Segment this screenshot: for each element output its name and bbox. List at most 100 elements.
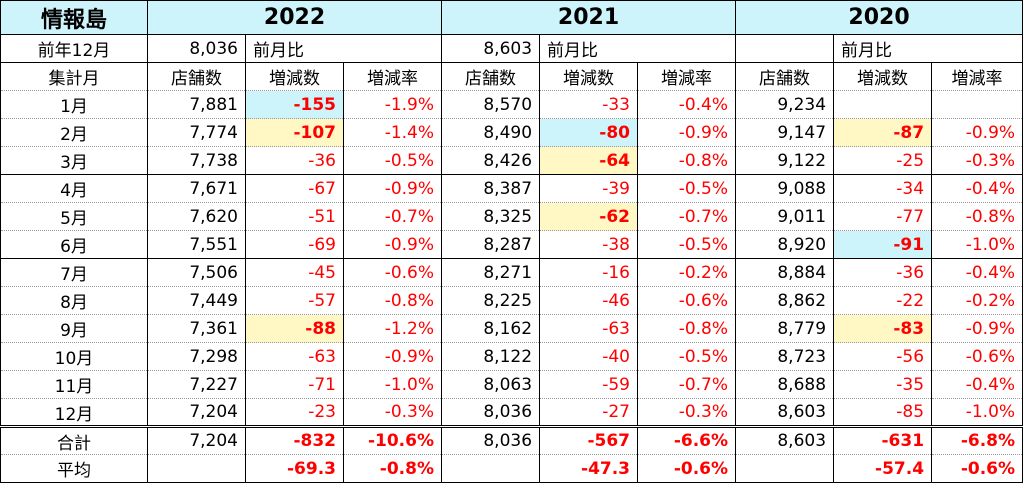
stores-2021: 8,036 [441,398,541,427]
year-header-row: 情報島 2022 2021 2020 [0,0,1024,35]
rate-2020: -1.0% [931,398,1024,427]
table-row: 9月 7,361 -88 -1.2% 8,162 -63 -0.8% 8,779 -83 -0.9… [0,314,1024,343]
stores-2022: 7,361 [147,314,246,343]
month-label: 11月 [0,370,148,399]
stores-2022: 7,774 [147,118,246,147]
month-label: 8月 [0,286,148,315]
rate-2020: -0.2% [931,286,1024,315]
change-2021: -38 [539,230,639,259]
rate-2022: -1.9% [342,90,443,119]
month-label: 5月 [0,202,148,231]
table-row: 4月 7,671 -67 -0.9% 8,387 -39 -0.5% 9,088 -34 -0.4… [0,174,1024,203]
stores-2020: 9,234 [735,90,835,119]
table-row: 6月 7,551 -69 -0.9% 8,287 -38 -0.5% 8,920 -91 -1.0… [0,230,1024,259]
stores-2020: 8,723 [735,342,835,371]
change-2022: -155 [245,90,344,119]
col-header-stores: 店舗数 [441,62,541,91]
stores-2022: 7,620 [147,202,246,231]
stores-2022: 7,881 [147,90,246,119]
total-rate-2021: -6.6% [637,425,737,455]
stores-2020: 9,147 [735,118,835,147]
prev-dec-note-2022: 前月比 [244,34,443,63]
rate-2021: -0.6% [637,286,737,315]
stores-2021: 8,570 [441,90,541,119]
col-header-change: 増減数 [245,62,344,91]
rate-2020: -0.4% [931,258,1024,287]
change-2020: -36 [833,258,933,287]
change-2020: -34 [833,174,933,203]
stores-2022: 7,551 [147,230,246,259]
change-2020 [833,90,933,119]
month-label: 6月 [0,230,148,259]
average-empty-2022 [147,454,246,483]
total-change-2020: -631 [833,425,933,455]
change-2020: -35 [833,370,933,399]
total-rate-2020: -6.8% [931,425,1024,455]
change-2021: -80 [539,118,639,147]
change-2022: -71 [245,370,344,399]
rate-2022: -0.9% [342,230,443,259]
total-row: 合計 7,204 -832 -10.6% 8,036 -567 -6.6% 8,… [0,425,1024,455]
month-label: 12月 [0,398,148,427]
average-empty-2021 [441,454,541,483]
month-label: 10月 [0,342,148,371]
table-title: 情報島 [0,0,148,35]
change-2020: -22 [833,286,933,315]
month-label: 1月 [0,90,148,119]
stores-2021: 8,426 [441,146,541,175]
col-header-rate: 増減率 [342,62,443,91]
average-empty-2020 [735,454,835,483]
change-2021: -59 [539,370,639,399]
total-stores-2022: 7,204 [147,425,246,455]
month-label: 2月 [0,118,148,147]
rate-2020: -0.4% [931,174,1024,203]
rate-2021: -0.3% [637,398,737,427]
month-rows: 1月 7,881 -155 -1.9% 8,570 -33 -0.4% 9,234 2月 7,77… [0,90,1024,427]
month-label: 3月 [0,146,148,175]
rate-2022: -0.8% [342,286,443,315]
rate-2020: -0.4% [931,370,1024,399]
change-2022: -88 [245,314,344,343]
stores-2022: 7,227 [147,370,246,399]
stores-2022: 7,738 [147,146,246,175]
rate-2020: -0.9% [931,314,1024,343]
stores-2022: 7,449 [147,286,246,315]
change-2022: -57 [245,286,344,315]
prev-dec-row: 前年12月 8,036 前月比 8,603 前月比 前月比 [0,34,1024,63]
rate-2020 [931,90,1024,119]
table-row: 1月 7,881 -155 -1.9% 8,570 -33 -0.4% 9,234 [0,90,1024,119]
month-label: 7月 [0,258,148,287]
change-2020: -85 [833,398,933,427]
prev-dec-stores-2022: 8,036 [147,34,246,63]
stores-2021: 8,122 [441,342,541,371]
change-2020: -56 [833,342,933,371]
rate-2021: -0.9% [637,118,737,147]
average-change-2020: -57.4 [833,454,933,483]
rate-2022: -0.7% [342,202,443,231]
total-label: 合計 [0,425,148,455]
average-change-2022: -69.3 [245,454,344,483]
rate-2022: -1.0% [342,370,443,399]
stores-2021: 8,063 [441,370,541,399]
change-2021: -64 [539,146,639,175]
total-change-2022: -832 [245,425,344,455]
change-2022: -51 [245,202,344,231]
change-2022: -45 [245,258,344,287]
rate-2020: -0.9% [931,118,1024,147]
rate-2021: -0.8% [637,314,737,343]
col-header-change: 増減数 [539,62,639,91]
change-2021: -27 [539,398,639,427]
average-rate-2022: -0.8% [342,454,443,483]
table-row: 7月 7,506 -45 -0.6% 8,271 -16 -0.2% 8,884 -36 -0.4… [0,258,1024,287]
stores-2021: 8,287 [441,230,541,259]
change-2020: -83 [833,314,933,343]
change-2021: -40 [539,342,639,371]
stores-2021: 8,271 [441,258,541,287]
change-2021: -33 [539,90,639,119]
average-label: 平均 [0,454,148,483]
stores-2020: 8,884 [735,258,835,287]
stores-2020: 8,920 [735,230,835,259]
change-2022: -67 [245,174,344,203]
stores-2022: 7,204 [147,398,246,427]
rate-2021: -0.5% [637,174,737,203]
